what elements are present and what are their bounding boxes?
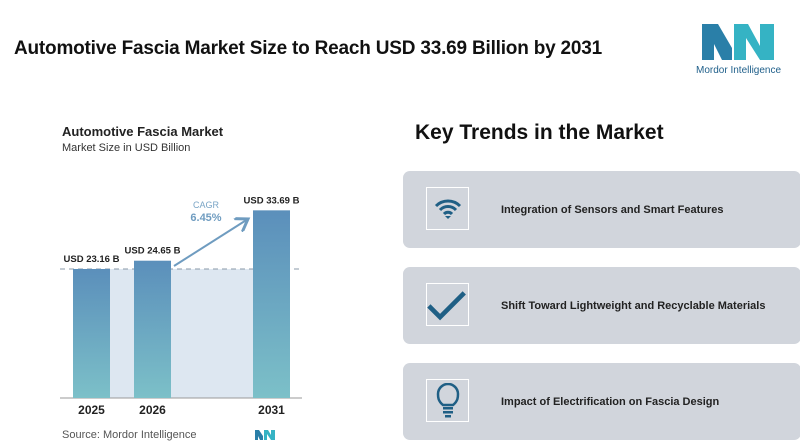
chart-title: Automotive Fascia Market: [62, 124, 224, 139]
bar-2025: [73, 268, 110, 398]
page-title: Automotive Fascia Market Size to Reach U…: [14, 38, 603, 59]
trend-card: Shift Toward Lightweight and Recyclable …: [403, 267, 800, 344]
chart-subtitle: Market Size in USD Billion: [62, 142, 191, 154]
bar-2031: [253, 210, 290, 398]
x-tick-label: 2031: [258, 403, 285, 417]
x-tick-label: 2026: [139, 403, 166, 417]
source-note: Source: Mordor Intelligence: [62, 429, 197, 441]
small-logo-icon: [255, 430, 275, 440]
data-label: USD 33.69 B: [244, 195, 300, 206]
trends-title: Key Trends in the Market: [415, 121, 664, 144]
trend-label: Integration of Sensors and Smart Feature…: [501, 203, 724, 216]
data-label: USD 23.16 B: [64, 254, 120, 265]
checkmark-icon: [426, 283, 469, 326]
lightbulb-icon: [426, 379, 469, 422]
logo-text: Mordor Intelligence: [696, 65, 782, 76]
x-tick-label: 2025: [78, 403, 105, 417]
mordor-logo: [702, 24, 774, 60]
trend-card: Integration of Sensors and Smart Feature…: [403, 171, 800, 248]
bar-chart: USD 23.16 B 2025 USD 24.65 B 2026 USD 33.69 …: [60, 195, 302, 417]
trend-label: Impact of Electrification on Fascia Desi…: [501, 395, 720, 408]
cagr-value: 6.45%: [190, 212, 221, 224]
cagr-arrow: [173, 219, 248, 267]
wifi-icon: [426, 187, 469, 230]
trend-card: Impact of Electrification on Fascia Desi…: [403, 363, 800, 440]
cagr-label: CAGR: [193, 200, 220, 210]
data-label: USD 24.65 B: [125, 246, 181, 257]
trend-label: Shift Toward Lightweight and Recyclable …: [501, 299, 766, 312]
bar-2026: [134, 260, 171, 398]
